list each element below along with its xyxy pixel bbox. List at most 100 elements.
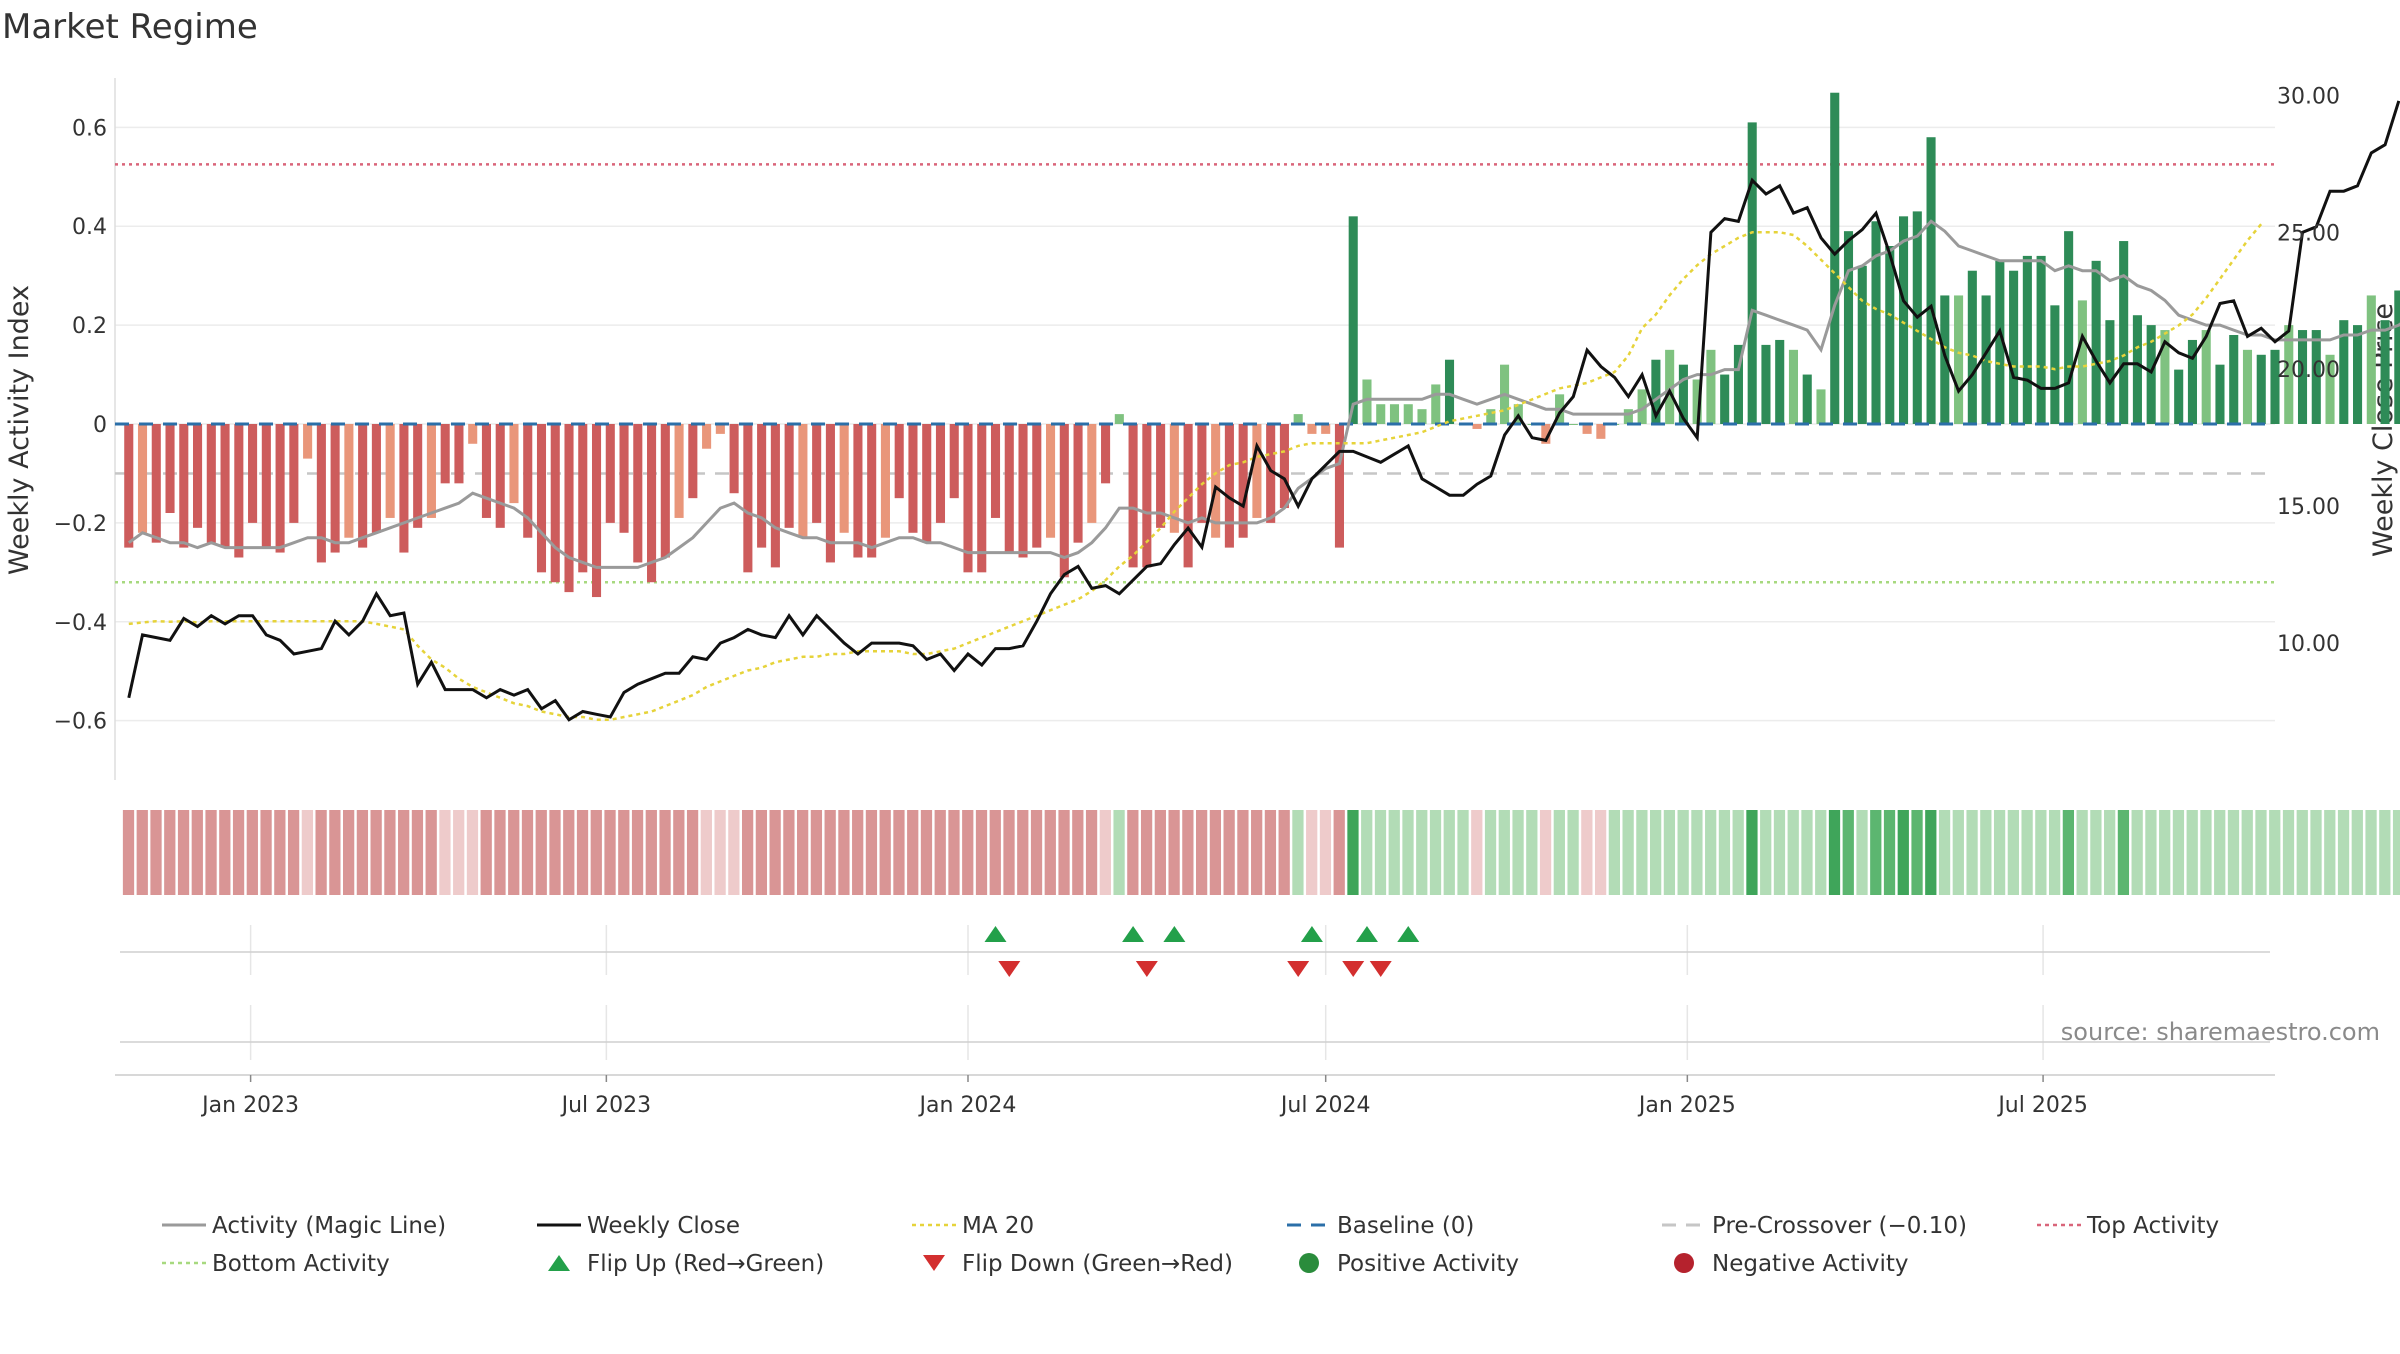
regime-strip-cell <box>2035 810 2047 895</box>
activity-bar <box>990 424 1001 518</box>
activity-bar <box>1197 424 1207 523</box>
activity-bar <box>509 424 519 504</box>
activity-bar <box>1101 424 1111 484</box>
activity-bar <box>757 424 767 548</box>
regime-strip-cell <box>1471 810 1483 895</box>
regime-strip-cell <box>1237 810 1249 895</box>
regime-strip-cell <box>1773 810 1786 895</box>
regime-strip-cell <box>274 810 286 895</box>
regime-strip-cell <box>714 810 726 895</box>
x-tick-label: Jul 2024 <box>1279 1093 1371 1118</box>
activity-bar <box>2270 349 2280 424</box>
activity-bar <box>1898 216 1909 424</box>
regime-strip-cell <box>1347 810 1359 895</box>
activity-bar <box>2229 335 2239 424</box>
regime-strip-cell <box>1003 810 1015 895</box>
regime-strip-cell <box>2159 810 2171 895</box>
activity-bar <box>1334 424 1344 548</box>
regime-strip-cell <box>1333 810 1345 895</box>
activity-bar <box>371 424 381 533</box>
y-tick-label: −0.6 <box>54 710 107 735</box>
regime-strip-cell <box>549 810 561 895</box>
regime-strip-cell <box>659 810 671 895</box>
regime-strip-cell <box>1429 810 1442 895</box>
activity-bars <box>124 92 2400 598</box>
regime-strip-cell <box>865 810 878 895</box>
activity-bar <box>2160 330 2170 424</box>
regime-strip-cell <box>631 810 644 895</box>
activity-bar <box>1431 384 1441 424</box>
activity-bar <box>2325 354 2335 424</box>
regime-strip-cell <box>384 810 396 895</box>
legend-label: Weekly Close <box>587 1213 740 1239</box>
regime-strip-cell <box>453 810 465 895</box>
regime-strip-cell <box>1278 810 1290 895</box>
activity-bar <box>1843 231 1854 424</box>
regime-strip-cell <box>439 810 451 895</box>
regime-strip-cell <box>1815 810 1827 895</box>
regime-strip-cell <box>1264 810 1277 895</box>
regime-strip-cell <box>2145 810 2157 895</box>
regime-strip-cell <box>2241 810 2253 895</box>
activity-bar <box>1348 216 1358 424</box>
regime-strip-cell <box>1691 810 1703 895</box>
activity-bar <box>1541 424 1551 444</box>
regime-strip-cell <box>2392 810 2400 895</box>
regime-strip-cell <box>1223 810 1235 895</box>
regime-strip-cell <box>1746 810 1758 895</box>
regime-strip-cell <box>2227 810 2240 895</box>
grid-layer <box>114 78 2275 1082</box>
activity-bar <box>1018 424 1028 558</box>
activity-bar <box>1885 246 1895 424</box>
regime-strip-cell <box>2337 810 2350 895</box>
activity-bar <box>578 424 588 573</box>
regime-strip-cell <box>2200 810 2212 895</box>
activity-bar <box>440 424 450 484</box>
flip-down-marker <box>1287 961 1310 977</box>
regime-strip-cell <box>1636 810 1648 895</box>
regime-strip-cell <box>2048 810 2061 895</box>
activity-bar <box>963 424 973 573</box>
activity-bar <box>1224 424 1234 548</box>
activity-bar <box>2201 330 2211 424</box>
flip-up-marker <box>1163 926 1186 942</box>
regime-strip-cell <box>136 810 148 895</box>
regime-strip-cell <box>1581 810 1593 895</box>
regime-strip-cell <box>1650 810 1662 895</box>
regime-strip-cell <box>260 810 272 895</box>
regime-strip-cell <box>219 810 231 895</box>
regime-strip-cell <box>122 810 135 895</box>
activity-bar <box>137 424 148 533</box>
activity-bar <box>1252 424 1262 518</box>
y-tick-label: 0 <box>93 413 107 438</box>
activity-bar <box>1362 379 1372 424</box>
activity-bar <box>165 424 175 513</box>
regime-strip-cell <box>1154 810 1166 895</box>
activity-bar <box>385 424 395 518</box>
legend-label: Activity (Magic Line) <box>212 1213 446 1239</box>
regime-strip-cell <box>1030 810 1043 895</box>
activity-bar <box>1046 424 1056 538</box>
axis-ticks: 0.6 0.4 0.2 0 −0.2 −0.4 −0.6 30.00 25.00 20.00 15.… <box>54 84 2340 1118</box>
activity-bar <box>1444 359 1455 424</box>
activity-bar <box>2284 325 2294 424</box>
activity-bar <box>880 424 890 538</box>
activity-bar <box>193 424 203 528</box>
activity-bar <box>220 424 230 548</box>
activity-bar <box>2215 364 2225 424</box>
activity-bar <box>1775 339 1785 424</box>
activity-bar <box>1623 409 1633 424</box>
regime-strip-cell <box>1099 810 1111 895</box>
activity-bar <box>1004 424 1014 553</box>
regime-strip-cell <box>1085 810 1098 895</box>
y-tick-label: 0.6 <box>72 116 107 141</box>
flip-down-marker <box>1369 961 1392 977</box>
regime-strip-cell <box>1705 810 1717 895</box>
activity-bar <box>949 424 959 499</box>
legend-label: Pre-Crossover (−0.10) <box>1712 1213 1967 1239</box>
activity-bar <box>2242 349 2253 424</box>
activity-bar <box>2105 320 2115 424</box>
activity-bar <box>1788 349 1799 424</box>
activity-bar <box>2187 339 2197 424</box>
